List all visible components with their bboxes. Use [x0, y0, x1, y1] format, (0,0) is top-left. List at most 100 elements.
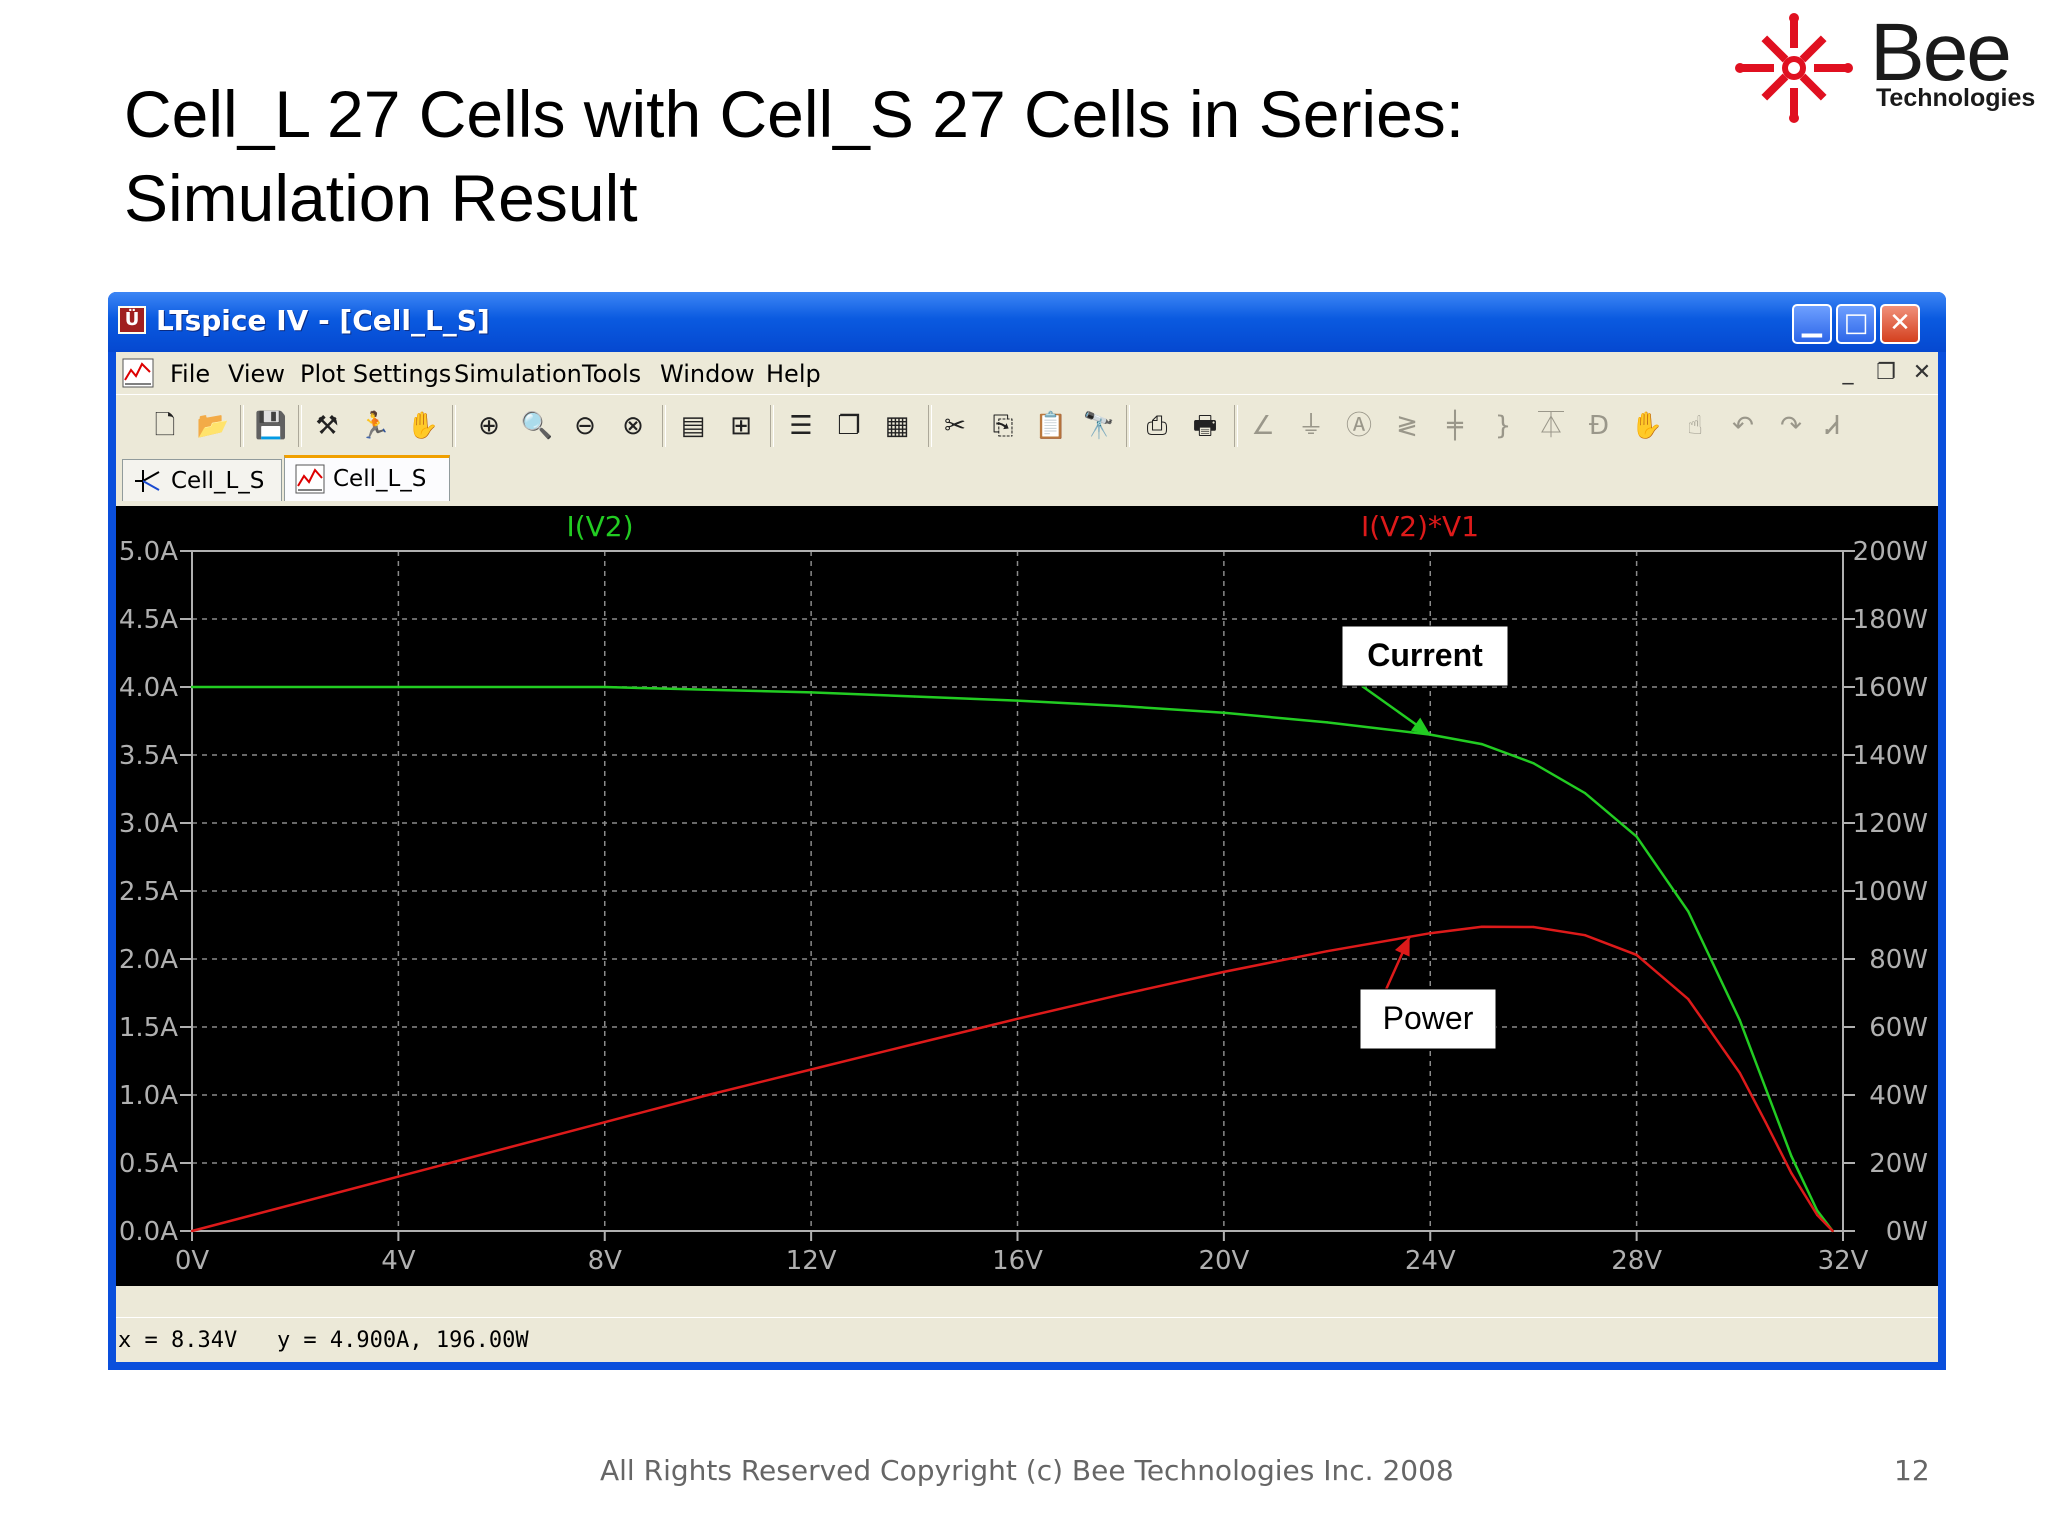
cut-icon[interactable]: ✂ — [944, 411, 966, 441]
y-left-tick-label: 3.5A — [119, 741, 178, 771]
toolbar-separator — [452, 405, 456, 447]
waveform-chart[interactable]: 0V 4V 8V 12V 16V 20V 24V 28V 32V 0.0A 0.5A 1.0A 1.5A… — [116, 506, 1938, 1286]
ground-icon[interactable]: ⏚ — [1297, 411, 1324, 441]
menu-plot-settings[interactable]: Plot Settings — [300, 360, 452, 388]
minimize-icon: ▁ — [1802, 308, 1822, 338]
tab-schematic[interactable]: Cell_L_S — [122, 459, 282, 501]
annotation-power: Power — [1383, 1000, 1474, 1036]
cursor-icon[interactable]: ⊞ — [730, 411, 752, 441]
series-point-current — [706, 688, 710, 691]
find-icon[interactable]: 🔭 — [1082, 411, 1116, 441]
series-point-power — [913, 1042, 916, 1046]
logo-name: Bee — [1870, 7, 2012, 98]
zoom-in-icon[interactable]: ⊕ — [478, 411, 500, 441]
menu-bar: File View Plot Settings Simulation Tools… — [116, 352, 1938, 394]
label-icon[interactable]: Ⓐ — [1345, 411, 1372, 441]
maximize-icon: □ — [1843, 308, 1869, 338]
inductor-icon[interactable]: } — [1494, 411, 1512, 441]
mdi-close-button[interactable]: ✕ — [1912, 360, 1932, 385]
series-point-current — [397, 685, 400, 689]
waveform-icon — [295, 464, 325, 494]
component-icon[interactable]: Ð — [1588, 411, 1610, 441]
tile-horizontal-icon[interactable]: ☰ — [789, 411, 813, 441]
text-icon[interactable]: Ꮧ — [1826, 411, 1840, 441]
slide-title-line-2: Simulation Result — [124, 161, 638, 235]
move-icon[interactable]: ✋ — [1630, 411, 1664, 441]
paste-icon[interactable]: 📋 — [1034, 411, 1068, 441]
y-left-tick-label: 2.5A — [119, 877, 178, 907]
series-point-current — [1738, 1019, 1742, 1022]
series-point-power — [1119, 993, 1122, 996]
y-right-tick-label: 100W — [1853, 877, 1928, 907]
halt-icon[interactable]: ✋ — [406, 411, 440, 441]
drag-icon[interactable]: ☝ — [1687, 411, 1703, 441]
annotation-arrowhead — [1394, 936, 1410, 957]
ltspice-icon[interactable]: Ǖ — [118, 306, 146, 334]
series-point-power — [1816, 1213, 1819, 1217]
toolbar-separator — [1234, 405, 1238, 447]
run-icon[interactable]: 🏃 — [358, 411, 392, 441]
new-schematic-icon[interactable]: 🗋 — [154, 411, 176, 441]
series-point-current — [913, 695, 916, 698]
control-panel-icon[interactable]: ⚒ — [315, 411, 339, 441]
maximize-button[interactable]: □ — [1836, 304, 1876, 344]
wire-icon[interactable]: ∠ — [1251, 411, 1275, 441]
x-tick-label: 16V — [992, 1246, 1043, 1276]
zoom-cancel-icon[interactable]: ⊗ — [622, 411, 644, 441]
mdi-minimize-button[interactable]: _ — [1842, 360, 1854, 385]
waveform-plot-pane[interactable]: 0V 4V 8V 12V 16V 20V 24V 28V 32V 0.0A 0.5A 1.0A 1.5A… — [116, 506, 1938, 1286]
menu-file[interactable]: File — [170, 360, 211, 388]
y-left-tick-label: 1.5A — [119, 1013, 178, 1043]
resistor-icon[interactable]: ≷ — [1396, 411, 1418, 441]
undo-icon[interactable]: ↶ — [1732, 411, 1754, 441]
y-left-tick-label: 0.5A — [119, 1149, 178, 1179]
menu-tools[interactable]: Tools — [582, 360, 642, 388]
series-point-power — [1222, 970, 1226, 974]
menu-view[interactable]: View — [228, 360, 285, 388]
series-point-power — [1790, 1172, 1793, 1175]
autorange-icon[interactable]: ▤ — [680, 411, 706, 441]
y-right-tick-label: 60W — [1869, 1013, 1928, 1043]
status-bar: x = 8.34V y = 4.900A, 196.00W — [116, 1317, 1938, 1362]
diode-icon[interactable]: ⏄ — [1537, 411, 1564, 441]
series-point-current — [1816, 1209, 1819, 1212]
y-right-tick-label: 140W — [1853, 741, 1928, 771]
annotation-current: Current — [1367, 637, 1483, 673]
close-button[interactable]: ✕ — [1880, 304, 1920, 344]
series-point-current — [1635, 835, 1638, 838]
minimize-button[interactable]: ▁ — [1792, 304, 1832, 344]
series-point-power — [1831, 1229, 1834, 1233]
redo-icon[interactable]: ↷ — [1780, 411, 1802, 441]
tab-schematic-label: Cell_L_S — [171, 468, 265, 494]
y-right-tick-label: 80W — [1869, 945, 1928, 975]
tab-waveform[interactable]: Cell_L_S — [284, 455, 450, 501]
series-point-current — [190, 685, 194, 689]
menu-window[interactable]: Window — [660, 360, 755, 388]
waveform-doc-icon[interactable] — [122, 358, 154, 388]
save-icon[interactable]: 💾 — [254, 411, 288, 441]
mdi-restore-button[interactable]: ❐ — [1876, 360, 1896, 385]
y-left-tick-label: 4.5A — [119, 605, 178, 635]
cascade-icon[interactable]: ❐ — [837, 411, 861, 441]
series-point-current — [1687, 910, 1690, 913]
series-point-power — [190, 1229, 194, 1233]
copy-icon[interactable]: ⎘ — [992, 411, 1014, 441]
zoom-out-icon[interactable]: ⊖ — [574, 411, 596, 441]
annotation-box — [1341, 625, 1509, 687]
print-icon[interactable]: 🖶 — [1192, 411, 1218, 441]
capacitor-icon[interactable]: ╪ — [1447, 411, 1463, 441]
series-point-current — [1325, 721, 1329, 724]
series-line-current — [192, 685, 1834, 1232]
print-preview-icon[interactable]: ⎙ — [1146, 411, 1168, 441]
y-left-tick-label: 0.0A — [119, 1217, 178, 1247]
zoom-area-icon[interactable]: 🔍 — [520, 411, 554, 441]
menu-simulation[interactable]: Simulation — [454, 360, 582, 388]
window-title: LTspice IV - [Cell_L_S] — [156, 304, 490, 337]
series-point-current — [1119, 704, 1122, 708]
window-titlebar[interactable]: Ǖ LTspice IV - [Cell_L_S] ▁ □ ✕ — [108, 292, 1946, 352]
tile-vertical-icon[interactable]: ▦ — [884, 411, 910, 441]
ltspice-window: Ǖ LTspice IV - [Cell_L_S] ▁ □ ✕ File Vie… — [108, 292, 1946, 1370]
menu-help[interactable]: Help — [766, 360, 821, 388]
open-icon[interactable]: 📂 — [196, 411, 230, 441]
close-icon: ✕ — [1889, 308, 1911, 338]
